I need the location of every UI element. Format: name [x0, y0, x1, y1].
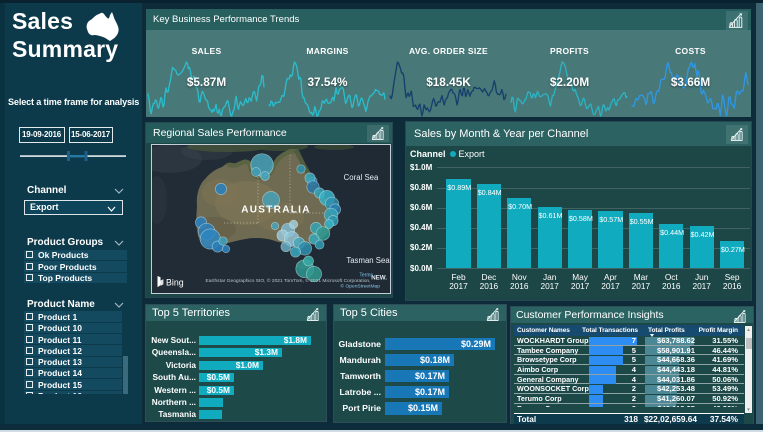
svg-text:NEW.: NEW. — [371, 274, 387, 281]
svg-text:Tasman Sea: Tasman Sea — [346, 256, 390, 265]
svg-text:Coral Sea: Coral Sea — [343, 173, 378, 182]
svg-text:© OpenStreetMap: © OpenStreetMap — [340, 282, 380, 289]
svg-text:AUSTRALIA: AUSTRALIA — [241, 204, 310, 215]
svg-text:Bing: Bing — [166, 277, 184, 287]
svg-text:Earthstar Geographics SIO, © 2: Earthstar Geographics SIO, © 2021 TomTom… — [205, 277, 370, 284]
svg-text:Terms: Terms — [359, 272, 373, 278]
